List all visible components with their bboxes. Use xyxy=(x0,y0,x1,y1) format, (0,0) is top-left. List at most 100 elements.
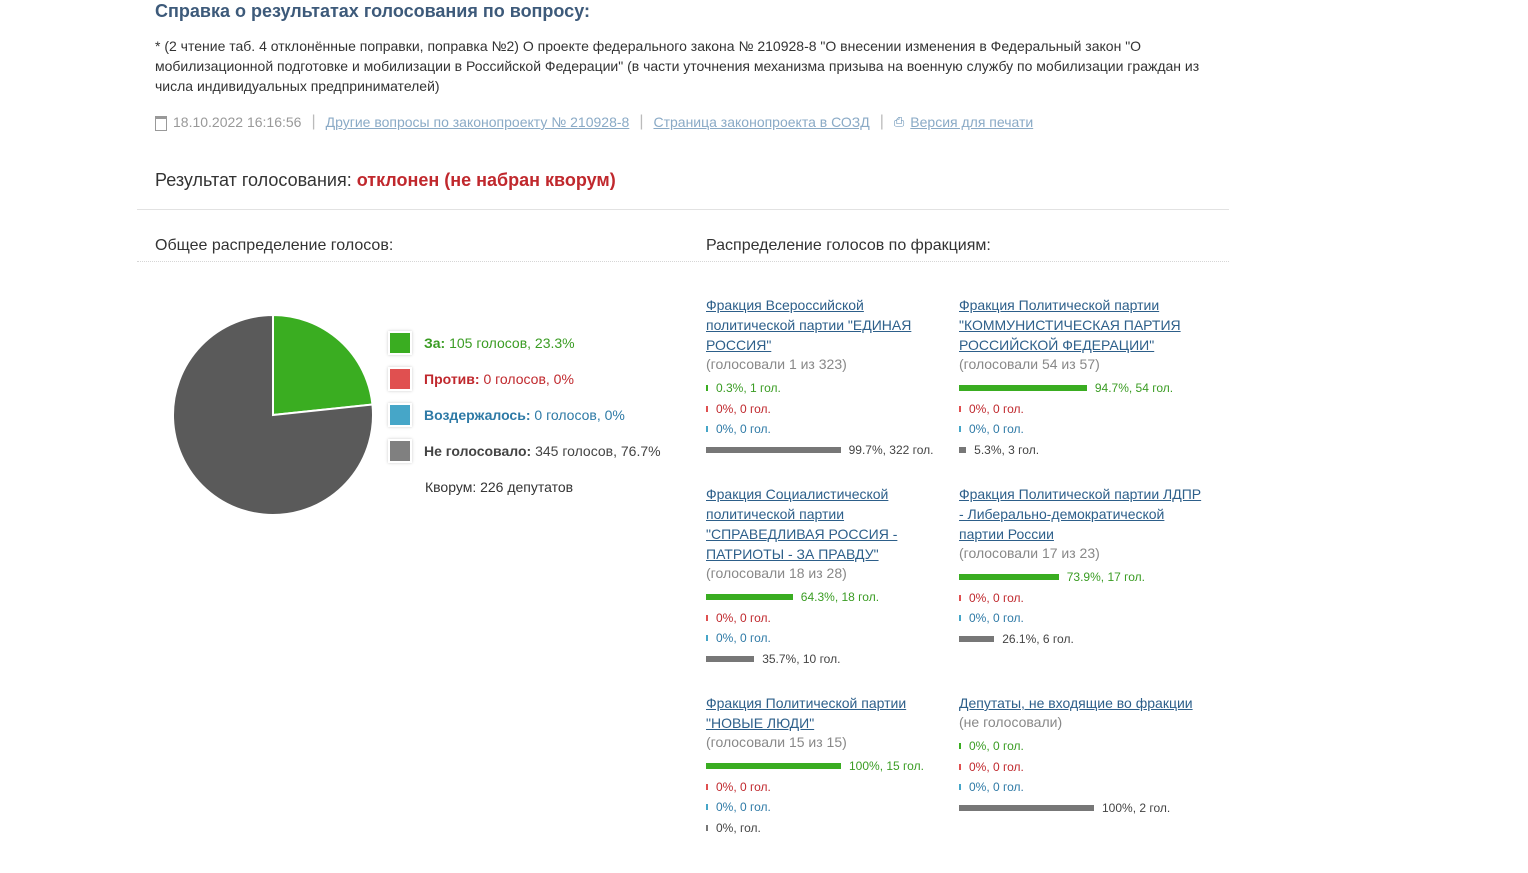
fraction-card: Фракция Политической партии "КОММУНИСТИЧ… xyxy=(959,295,1204,460)
legend-abstain-swatch xyxy=(390,405,410,425)
stat-row-against: 0%, 0 гол. xyxy=(706,399,951,420)
stat-row-not-voted: 26.1%, 6 гол. xyxy=(959,629,1204,650)
result-value: отклонен (не набран кворум) xyxy=(356,170,616,190)
pie-slice-for xyxy=(272,313,374,417)
overall-heading: Общее распределение голосов: xyxy=(155,237,394,254)
fraction-card: Фракция Социалистической политической па… xyxy=(706,484,951,669)
stat-text: 0%, 0 гол. xyxy=(969,780,1024,795)
stat-text: 0%, 0 гол. xyxy=(716,631,771,646)
stat-text: 94.7%, 54 гол. xyxy=(1094,381,1174,396)
stat-row-not-voted: 0%, гол. xyxy=(706,818,951,839)
stat-text: 0%, 0 гол. xyxy=(969,759,1024,774)
stat-row-for: 64.3%, 18 гол. xyxy=(706,587,951,608)
fraction-stats: 0.3%, 1 гол. 0%, 0 гол. 0%, 0 гол. 99.7%, 3… xyxy=(706,378,951,460)
legend-abstain: Воздержалось: 0 голосов, 0% xyxy=(390,405,625,425)
stat-bar xyxy=(959,784,961,791)
fraction-voted: (голосовали 1 из 323) xyxy=(706,356,847,372)
stat-bar xyxy=(959,385,1087,392)
separator: | xyxy=(639,113,644,130)
other-questions-link[interactable]: Другие вопросы по законопроекту № 210928… xyxy=(325,114,630,130)
stat-row-abstain: 0%, 0 гол. xyxy=(706,419,951,440)
stat-row-against: 0%, 0 гол. xyxy=(959,757,1204,778)
vote-result: Результат голосования: отклонен (не набр… xyxy=(155,170,616,191)
legend-abstain-label: Воздержалось: xyxy=(424,407,531,423)
stat-bar xyxy=(706,635,708,642)
fraction-name-link[interactable]: Фракция Политической партии ЛДПР - Либер… xyxy=(959,486,1202,542)
stat-text: 0%, 0 гол. xyxy=(969,422,1024,437)
stat-bar xyxy=(706,405,708,412)
stat-text: 64.3%, 18 гол. xyxy=(800,590,880,605)
legend-for: За: 105 голосов, 23.3% xyxy=(390,333,575,353)
stat-row-for: 0.3%, 1 гол. xyxy=(706,378,951,399)
stat-bar xyxy=(706,426,708,433)
printer-icon[interactable]: ⎙ xyxy=(893,114,905,129)
separator: | xyxy=(311,113,316,130)
stat-text: 0.3%, 1 гол. xyxy=(716,381,781,396)
stat-bar xyxy=(706,614,708,621)
stat-bar xyxy=(959,446,967,453)
pie-slice-not-voted xyxy=(172,313,374,516)
fraction-name-link[interactable]: Фракция Всероссийской политической парти… xyxy=(706,297,912,353)
fraction-stats: 73.9%, 17 гол. 0%, 0 гол. 0%, 0 гол. 26.1%,… xyxy=(959,567,1204,649)
legend-against-label: Против: xyxy=(424,371,480,387)
legend-not-voted: Не голосовало: 345 голосов, 76.7% xyxy=(390,441,661,461)
stat-bar xyxy=(959,405,961,412)
stat-row-not-voted: 100%, 2 гол. xyxy=(959,798,1204,819)
stat-text: 73.9%, 17 гол. xyxy=(1066,570,1145,585)
stat-bar xyxy=(706,594,793,601)
stat-bar xyxy=(959,574,1059,581)
stat-bar xyxy=(959,615,961,622)
vote-date: 18.10.2022 16:16:56 xyxy=(173,114,302,130)
meta-bar: 18.10.2022 16:16:56 | Другие вопросы по … xyxy=(155,113,1033,131)
stat-bar xyxy=(706,763,841,770)
stat-text: 0%, 0 гол. xyxy=(969,590,1024,605)
stat-text: 100%, 2 гол. xyxy=(1102,800,1171,815)
stat-row-abstain: 0%, 0 гол. xyxy=(706,628,951,649)
stat-text: 100%, 15 гол. xyxy=(849,759,924,774)
stat-bar xyxy=(959,804,1094,811)
stat-row-not-voted: 35.7%, 10 гол. xyxy=(706,649,951,670)
legend-for-label: За: xyxy=(424,335,446,351)
fraction-voted: (голосовали 54 из 57) xyxy=(959,356,1100,372)
stat-bar xyxy=(706,824,708,831)
stat-text: 0%, 0 гол. xyxy=(716,610,771,625)
legend-for-swatch xyxy=(390,333,410,353)
quorum-text: Кворум: 226 депутатов xyxy=(425,479,574,495)
calendar-icon xyxy=(155,115,167,131)
fraction-card: Депутаты, не входящие во фракции (не гол… xyxy=(959,693,1204,818)
divider-dotted xyxy=(137,261,1229,262)
stat-row-against: 0%, 0 гол. xyxy=(959,588,1204,609)
stat-text: 26.1%, 6 гол. xyxy=(1002,631,1074,646)
fraction-voted: (голосовали 15 из 15) xyxy=(706,734,847,750)
stat-text: 0%, 0 гол. xyxy=(969,401,1024,416)
fraction-name-link[interactable]: Депутаты, не входящие во фракции xyxy=(959,695,1193,711)
legend-against-swatch xyxy=(390,369,410,389)
stat-row-against: 0%, 0 гол. xyxy=(706,777,951,798)
divider xyxy=(137,209,1229,210)
fraction-name-link[interactable]: Фракция Политической партии "НОВЫЕ ЛЮДИ" xyxy=(706,695,907,731)
stat-text: 5.3%, 3 гол. xyxy=(974,442,1040,457)
stat-bar xyxy=(959,594,961,601)
stat-text: 0%, 0 гол. xyxy=(716,422,771,437)
fraction-stats: 100%, 15 гол. 0%, 0 гол. 0%, 0 гол. 0%, гол… xyxy=(706,756,951,838)
separator: | xyxy=(879,113,884,130)
fraction-name-link[interactable]: Фракция Социалистической политической па… xyxy=(706,486,898,562)
stat-row-not-voted: 99.7%, 322 гол. xyxy=(706,440,951,461)
fraction-voted: (голосовали 18 из 28) xyxy=(706,565,847,581)
stat-text: 0%, гол. xyxy=(716,820,761,835)
stat-bar xyxy=(959,763,961,770)
legend-abstain-value: 0 голосов, 0% xyxy=(534,407,625,423)
print-version-link[interactable]: Версия для печати xyxy=(910,114,1034,130)
stat-bar xyxy=(706,446,841,453)
fraction-name-link[interactable]: Фракция Политической партии "КОММУНИСТИЧ… xyxy=(959,297,1181,353)
stat-row-for: 94.7%, 54 гол. xyxy=(959,378,1204,399)
sozd-link[interactable]: Страница законопроекта в СОЗД xyxy=(653,114,870,130)
stat-text: 0%, 0 гол. xyxy=(969,611,1024,626)
stat-text: 0%, 0 гол. xyxy=(716,800,771,815)
stat-text: 35.7%, 10 гол. xyxy=(762,651,841,666)
legend-against: Против: 0 голосов, 0% xyxy=(390,369,574,389)
stat-text: 0%, 0 гол. xyxy=(716,779,771,794)
stat-bar xyxy=(959,635,995,642)
fraction-voted: (не голосовали) xyxy=(959,714,1063,730)
stat-bar xyxy=(706,655,755,662)
